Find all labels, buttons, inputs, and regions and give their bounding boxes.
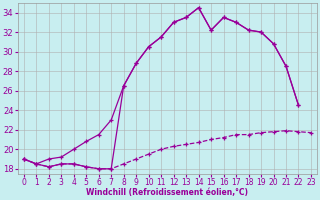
X-axis label: Windchill (Refroidissement éolien,°C): Windchill (Refroidissement éolien,°C) [86,188,248,197]
